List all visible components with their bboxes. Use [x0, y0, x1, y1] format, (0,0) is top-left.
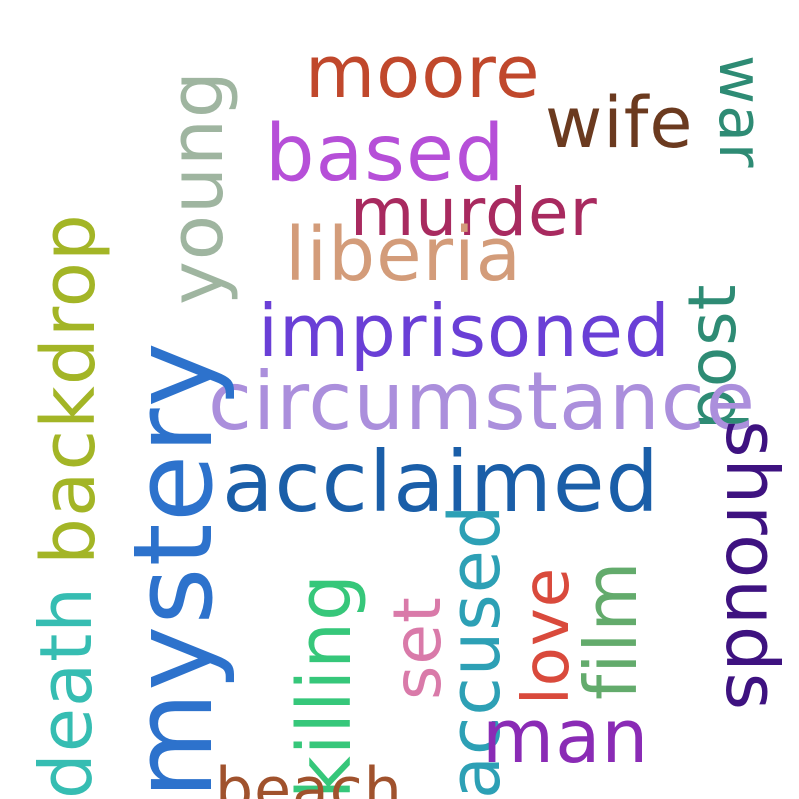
word-mystery: mystery	[109, 341, 237, 799]
word-liberia: liberia	[285, 212, 522, 298]
word-based: based	[265, 109, 506, 199]
word-set: set	[379, 596, 456, 700]
word-moore: moore	[305, 30, 541, 114]
word-man: man	[482, 694, 650, 780]
word-backdrop: backdrop	[26, 213, 112, 565]
word-death: death	[24, 586, 108, 799]
word-beach: beach	[215, 755, 403, 799]
word-circumstance: circumstance	[208, 355, 756, 448]
word-war: war	[705, 55, 775, 169]
word-acclaimed: acclaimed	[222, 433, 660, 531]
word-imprisoned: imprisoned	[258, 289, 671, 373]
word-young: young	[154, 70, 240, 305]
word-wife: wife	[545, 82, 694, 164]
word-murder: murder	[350, 174, 598, 251]
word-shrouds: shrouds	[710, 420, 794, 712]
word-film: film	[569, 560, 653, 701]
